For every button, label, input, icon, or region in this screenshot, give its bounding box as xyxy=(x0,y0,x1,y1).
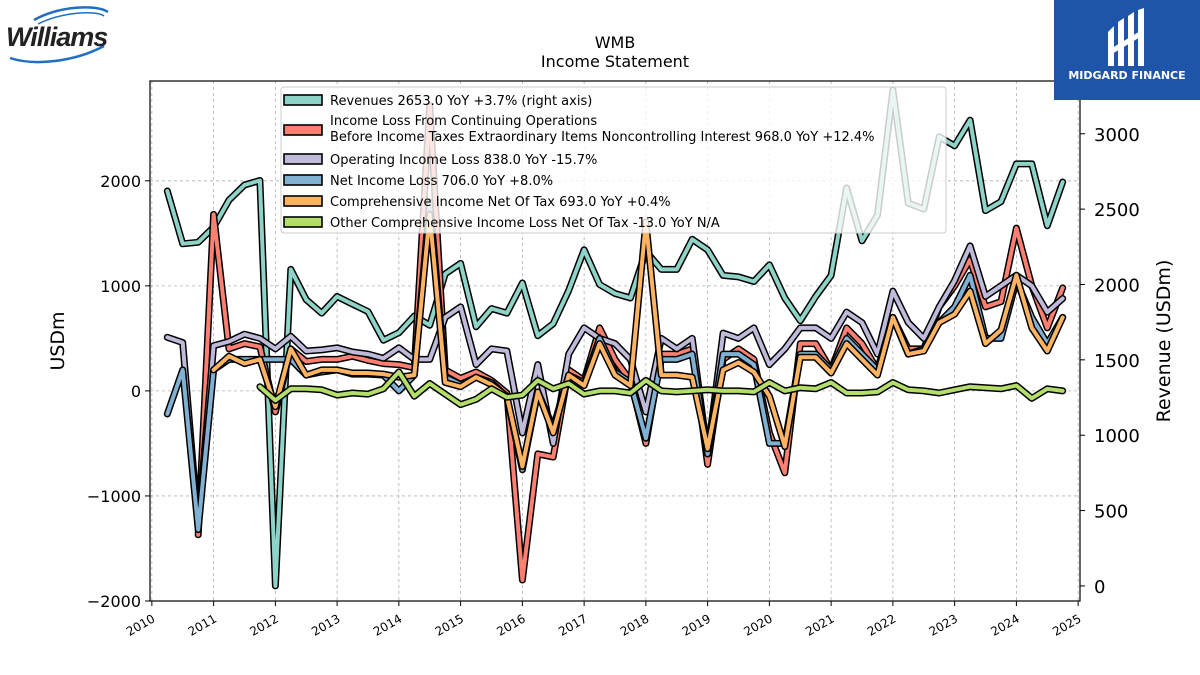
midgard-logo-icon xyxy=(1108,8,1144,66)
legend-swatch-1 xyxy=(283,124,323,136)
y-right-tick-label: 1500 xyxy=(1094,351,1140,372)
chart-subtitle: Income Statement xyxy=(541,52,689,71)
y-right-tick-label: 2500 xyxy=(1094,200,1140,221)
company-logo: Williams xyxy=(4,4,122,66)
x-tick-label: 2016 xyxy=(494,611,527,638)
x-tick-label: 2019 xyxy=(680,611,713,638)
legend-label-5: Other Comprehensive Income Loss Net Of T… xyxy=(330,216,720,231)
y-right-tick-label: 0 xyxy=(1094,577,1105,598)
y-left-tick-label: −1000 xyxy=(87,487,141,506)
legend-label-4: Comprehensive Income Net Of Tax 693.0 Yo… xyxy=(330,195,671,210)
y-right-tick-label: 500 xyxy=(1094,502,1128,523)
y-left-tick-label: 1000 xyxy=(100,277,141,296)
x-tick-label: 2021 xyxy=(803,611,836,638)
x-tick-label: 2011 xyxy=(186,611,219,638)
y-axis-right-label: Revenue (USDm) xyxy=(1153,260,1175,423)
series-line-2 xyxy=(165,243,1065,528)
legend: Revenues 2653.0 YoY +3.7% (right axis) In… xyxy=(280,86,947,234)
company-logo-text: Williams xyxy=(6,22,108,52)
x-tick-label: 2018 xyxy=(618,611,651,638)
x-tick-label: 2012 xyxy=(247,611,280,638)
series-line-5 xyxy=(257,370,1065,407)
x-tick-label: 2020 xyxy=(741,611,774,638)
x-tick-label: 2013 xyxy=(309,611,342,638)
legend-swatch-5 xyxy=(283,216,323,228)
legend-swatch-3 xyxy=(283,174,323,186)
x-tick-label: 2025 xyxy=(1050,611,1083,638)
x-tick-label: 2022 xyxy=(865,611,898,638)
legend-label-0: Revenues 2653.0 YoY +3.7% (right axis) xyxy=(330,94,592,109)
x-tick-label: 2017 xyxy=(556,611,589,638)
williams-logo-icon: Williams xyxy=(6,6,109,64)
legend-box xyxy=(280,86,947,234)
legend-label-1: Income Loss From Continuing Operations Be… xyxy=(330,114,875,145)
x-tick-label: 2023 xyxy=(927,611,960,638)
series-line-4 xyxy=(211,212,1065,469)
x-tick-label: 2010 xyxy=(124,611,157,638)
chart-title: WMB xyxy=(595,33,636,52)
plot-frame xyxy=(149,80,1081,602)
y-right-tick-label: 1000 xyxy=(1094,426,1140,447)
legend-label-3: Net Income Loss 706.0 YoY +8.0% xyxy=(330,174,553,189)
y-left-tick-label: 2000 xyxy=(100,172,141,191)
y-left-tick-label: 0 xyxy=(131,382,141,401)
legend-swatch-4 xyxy=(283,195,323,207)
publisher-text: MIDGARD FINANCE xyxy=(1068,69,1186,82)
y-left-tick-label: −2000 xyxy=(87,592,141,611)
legend-label-line-2: Before Income Taxes Extraordinary Items … xyxy=(330,130,875,145)
legend-swatch-0 xyxy=(283,94,323,106)
x-tick-label: 2014 xyxy=(371,611,404,638)
y-right-tick-label: 3000 xyxy=(1094,125,1140,146)
series-line-outline-4 xyxy=(210,210,1067,470)
y-right-tick-label: 2000 xyxy=(1094,275,1140,296)
publisher-logo: MIDGARD FINANCE xyxy=(1054,0,1200,100)
x-tick-label: 2015 xyxy=(433,611,466,638)
legend-label-2: Operating Income Loss 838.0 YoY -15.7% xyxy=(330,153,597,168)
legend-label-line-1: Income Loss From Continuing Operations xyxy=(330,114,597,129)
y-axis-left-label: USDm xyxy=(47,311,69,370)
legend-swatch-2 xyxy=(283,153,323,165)
x-tick-label: 2024 xyxy=(988,611,1021,638)
